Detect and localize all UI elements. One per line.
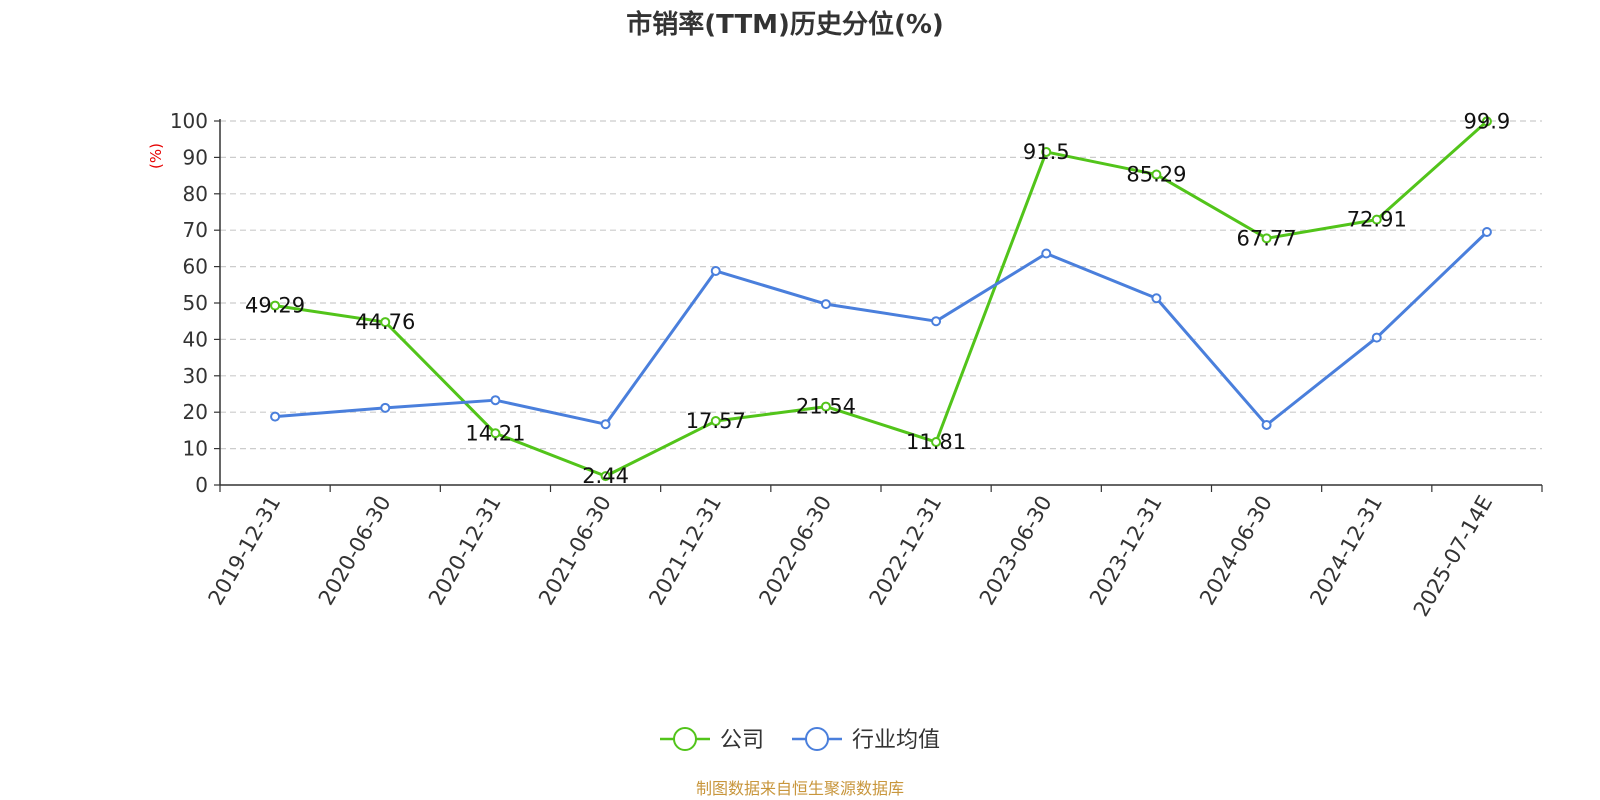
industry-point (1481, 227, 1492, 238)
company-point (1151, 169, 1162, 180)
industry-point (270, 411, 281, 422)
industry-point (1261, 419, 1272, 430)
data-label: 99.9 (1464, 109, 1511, 133)
company-point (1371, 214, 1382, 225)
company-point (1481, 116, 1492, 127)
y-tick-label: 10 (183, 437, 208, 461)
data-label: 67.77 (1237, 226, 1297, 250)
x-tick-label: 2021-06-30 (534, 492, 616, 610)
data-label: 49.29 (245, 294, 305, 318)
x-tick-label: 2025-07-14E (1409, 492, 1497, 621)
company-point (380, 317, 391, 328)
data-label: 72.91 (1347, 208, 1407, 232)
chart-title: 市销率(TTM)历史分位(%) (626, 9, 944, 40)
industry-point (600, 419, 611, 430)
company-point (270, 300, 281, 311)
company-point (490, 428, 501, 439)
y-tick-label: 30 (183, 364, 208, 388)
data-label: 91.5 (1023, 140, 1070, 164)
data-label: 17.57 (686, 409, 746, 433)
x-tick-label: 2019-12-31 (204, 492, 286, 610)
legend-item-industry[interactable]: 行业均值 (792, 727, 940, 753)
y-tick-label: 40 (183, 327, 208, 351)
data-label: 2.44 (582, 464, 629, 488)
industry-point (820, 299, 831, 310)
series-layer (270, 116, 1492, 482)
industry-line (274, 230, 1488, 427)
grid-lines (220, 120, 1542, 450)
data-label: 44.76 (355, 310, 415, 334)
industry-point (380, 402, 391, 413)
x-tick-label: 2023-06-30 (975, 492, 1057, 610)
x-tick-label: 2023-12-31 (1085, 492, 1167, 610)
y-tick-label: 80 (183, 182, 208, 206)
industry-point (710, 265, 721, 276)
data-label: 21.54 (796, 395, 856, 419)
y-tick-label: 20 (183, 400, 208, 424)
source-note: 制图数据来自恒生聚源数据库 (696, 779, 904, 798)
x-tick-label: 2020-06-30 (314, 492, 396, 610)
x-tick-label: 2022-12-31 (865, 492, 947, 610)
y-tick-label: 90 (183, 145, 208, 169)
legend-label: 公司 (720, 728, 764, 753)
company-point (1261, 233, 1272, 244)
y-tick-label: 0 (195, 473, 208, 497)
x-tick-label: 2024-06-30 (1195, 492, 1277, 610)
legend[interactable]: 公司 行业均值 (660, 727, 940, 753)
company-point (710, 416, 721, 427)
industry-point (931, 316, 942, 327)
legend-marker-icon (805, 727, 829, 751)
company-point (600, 471, 611, 482)
y-tick-label: 60 (183, 255, 208, 279)
data-label: 85.29 (1126, 163, 1186, 187)
data-labels: 49.29 44.76 14.21 2.44 17.57 21.54 11.81 91.5 85… (245, 109, 1510, 488)
y-tick-label: 50 (183, 291, 208, 315)
x-tick-label: 2021-12-31 (644, 492, 726, 610)
company-point (1041, 146, 1052, 157)
company-point (820, 401, 831, 412)
legend-label: 行业均值 (852, 728, 940, 753)
y-tick-label: 70 (183, 218, 208, 242)
data-label: 14.21 (465, 421, 525, 445)
industry-point (1151, 293, 1162, 304)
legend-item-company[interactable]: 公司 (660, 727, 764, 753)
industry-point (1041, 248, 1052, 259)
x-tick-label: 2022-06-30 (754, 492, 836, 610)
company-point (931, 437, 942, 448)
x-tick-label: 2024-12-31 (1305, 492, 1387, 610)
x-tick-label: 2020-12-31 (424, 492, 506, 610)
legend-marker-icon (673, 727, 697, 751)
company-line (274, 120, 1488, 478)
data-label: 11.81 (906, 430, 966, 454)
y-axis-unit: (%) (147, 143, 165, 169)
industry-point (490, 395, 501, 406)
axes: 0 10 20 30 40 50 60 70 80 90 100 2019-12-31 2020-06-… (170, 109, 1543, 621)
y-tick-label: 100 (170, 109, 208, 133)
industry-point (1371, 332, 1382, 343)
